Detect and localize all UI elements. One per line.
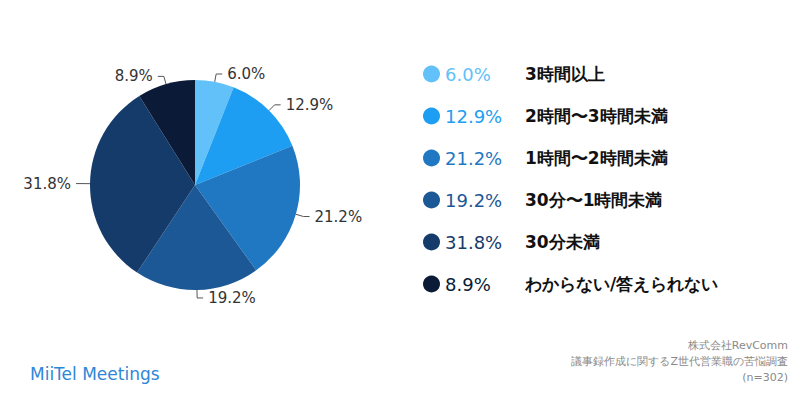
svg-text:12.9%: 12.9% [445, 106, 502, 127]
svg-text:19.2%: 19.2% [445, 190, 502, 211]
svg-text:19.2%: 19.2% [208, 289, 256, 307]
svg-text:(n=302): (n=302) [742, 371, 788, 384]
svg-text:8.9%: 8.9% [115, 67, 153, 85]
svg-text:議事録作成に関するZ世代営業職の苦悩調査: 議事録作成に関するZ世代営業職の苦悩調査 [571, 355, 788, 368]
svg-text:わからない/答えられない: わからない/答えられない [524, 274, 718, 294]
svg-text:2時間〜3時間未満: 2時間〜3時間未満 [525, 106, 668, 126]
svg-text:21.2%: 21.2% [445, 148, 502, 169]
svg-text:31.8%: 31.8% [445, 232, 502, 253]
svg-text:6.0%: 6.0% [227, 65, 265, 83]
svg-text:8.9%: 8.9% [445, 274, 491, 295]
svg-text:30分未満: 30分未満 [525, 232, 600, 252]
svg-text:6.0%: 6.0% [445, 64, 491, 85]
svg-text:31.8%: 31.8% [23, 175, 71, 193]
svg-text:30分〜1時間未満: 30分〜1時間未満 [525, 190, 663, 210]
svg-text:3時間以上: 3時間以上 [525, 64, 605, 84]
svg-text:株式会社RevComm: 株式会社RevComm [687, 339, 788, 352]
svg-text:21.2%: 21.2% [315, 208, 363, 226]
svg-text:12.9%: 12.9% [286, 96, 334, 114]
svg-text:MiiTel Meetings: MiiTel Meetings [30, 364, 160, 384]
svg-text:1時間〜2時間未満: 1時間〜2時間未満 [525, 148, 668, 168]
